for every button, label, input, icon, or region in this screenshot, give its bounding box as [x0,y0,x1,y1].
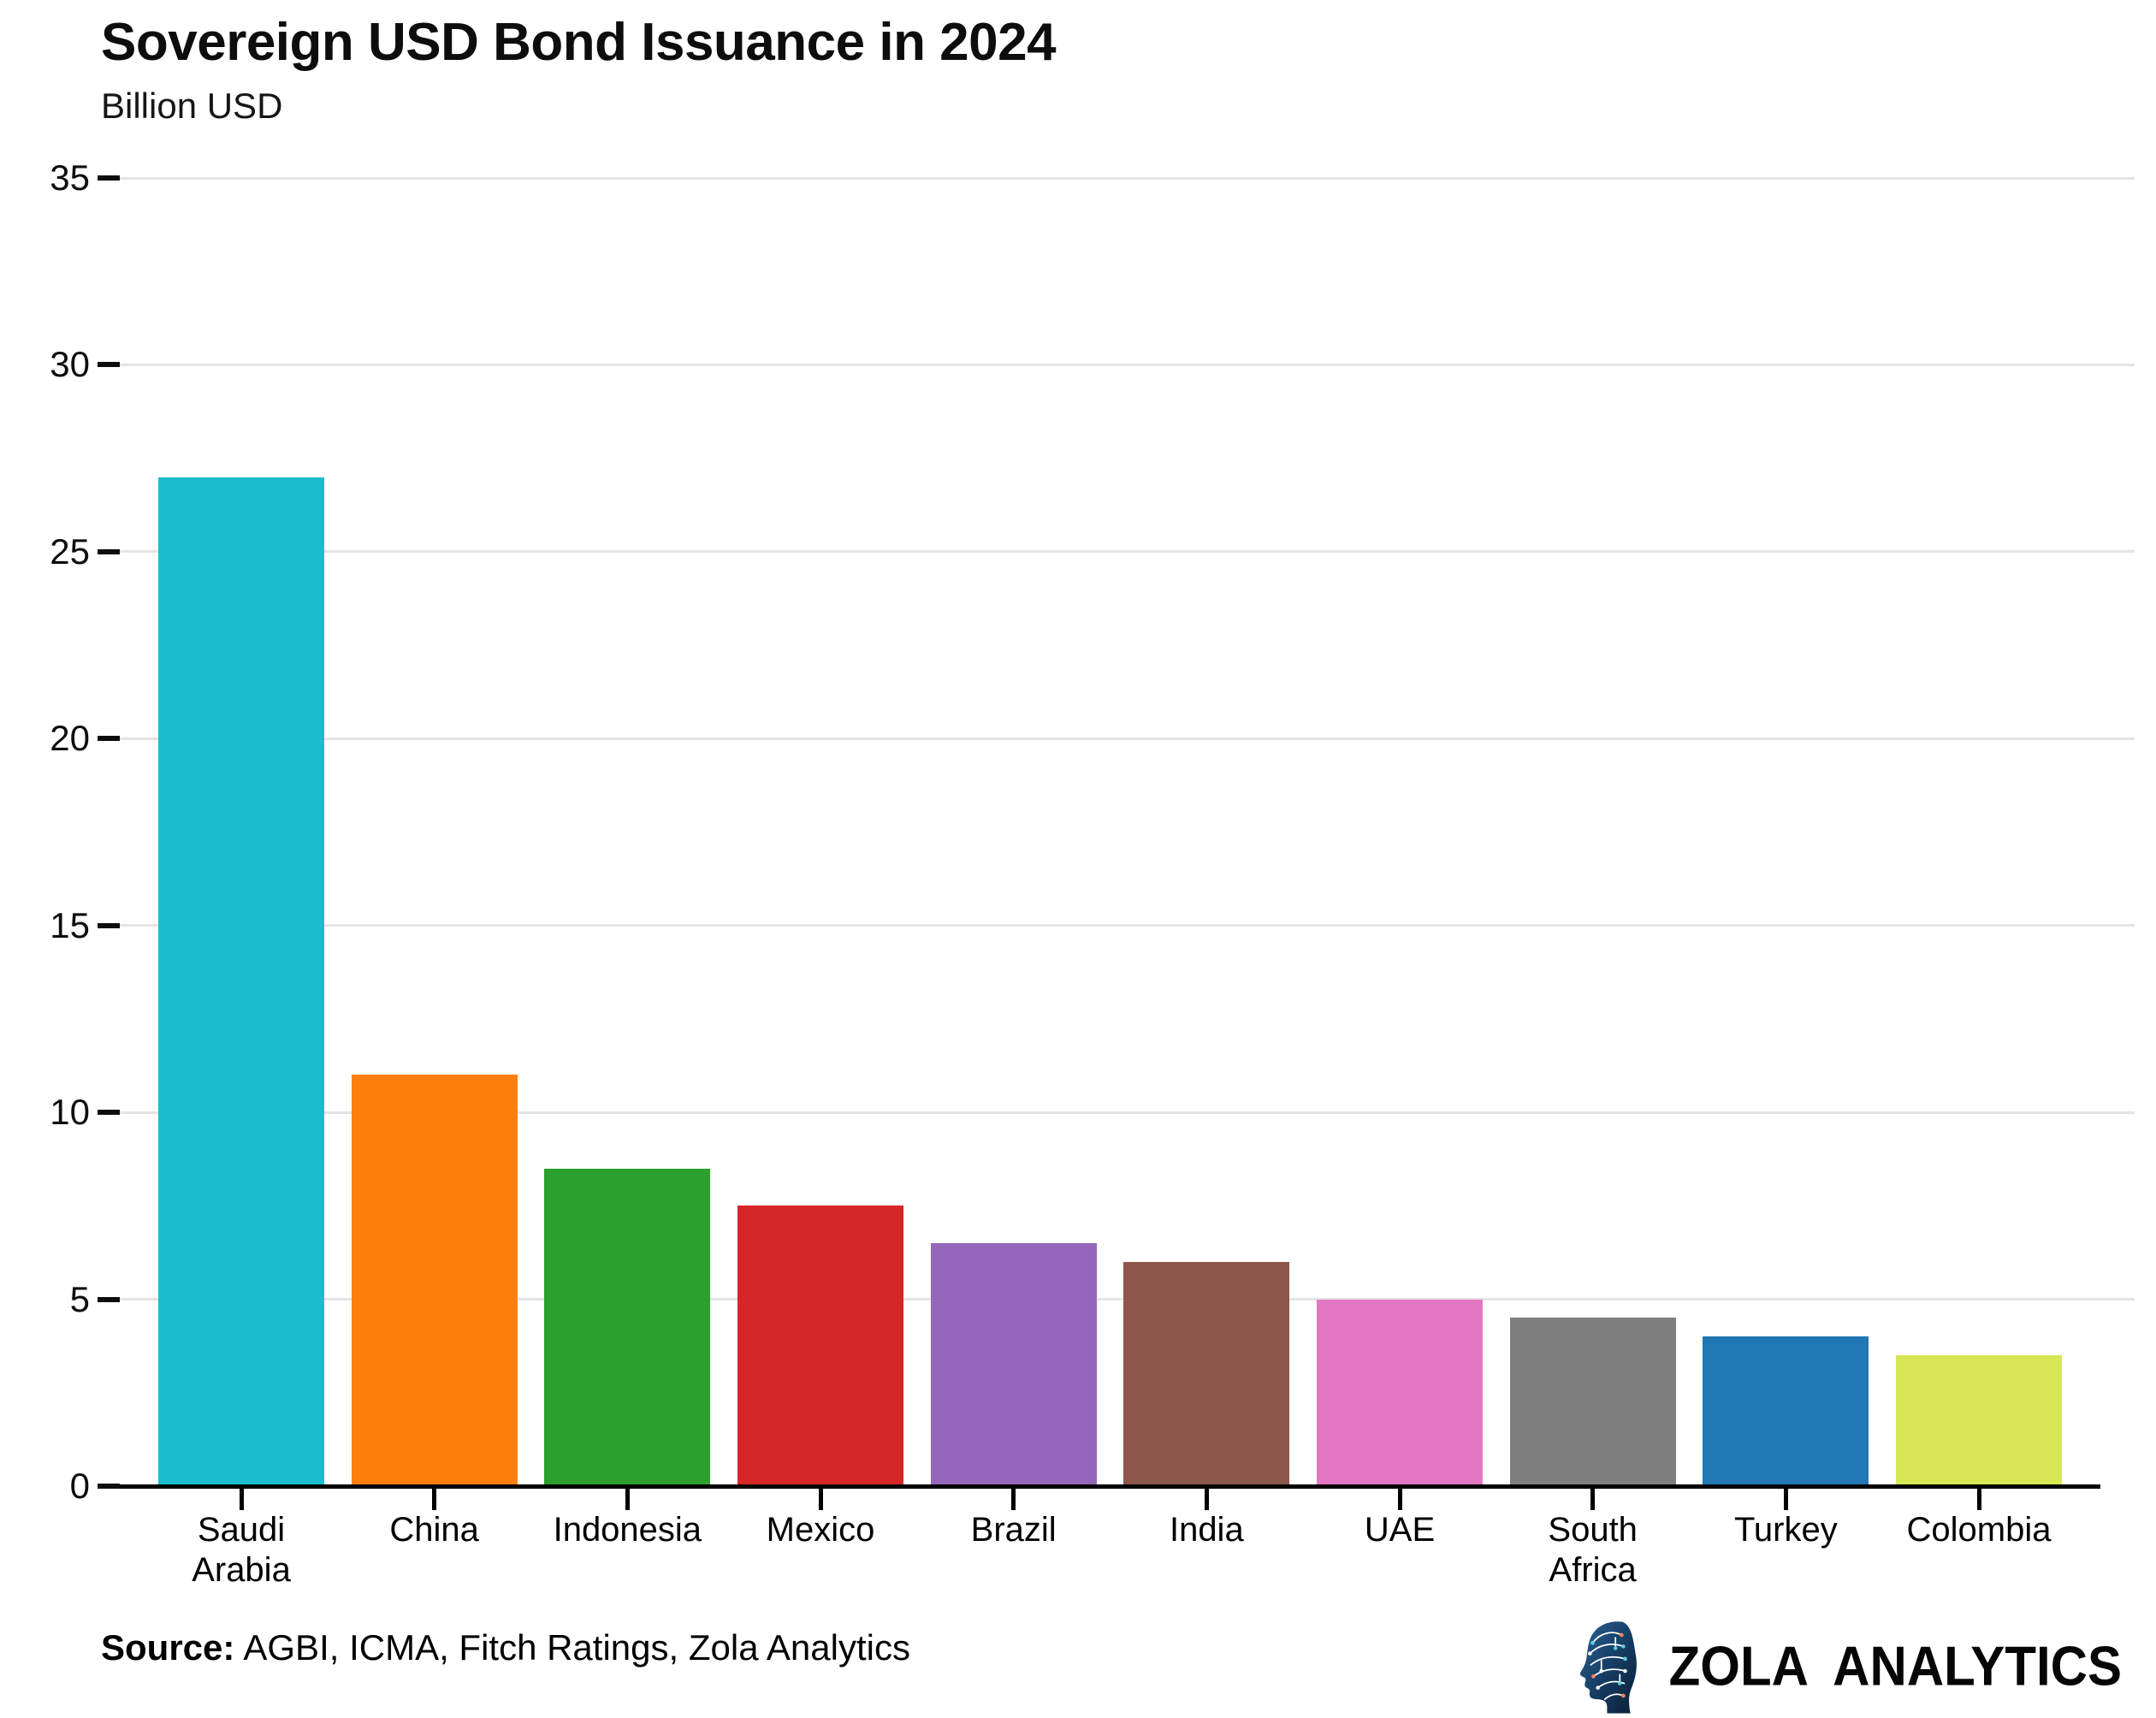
x-tick-mark [1783,1488,1788,1510]
x-tick-mark [1397,1488,1402,1510]
gridline [120,550,2135,554]
x-tick-label: China [389,1511,479,1549]
brand-name: ZOLA ANALYTICS [1668,1634,2122,1697]
x-tick-mark [1011,1488,1016,1510]
x-tick-mark [625,1488,630,1510]
chart-subtitle: Billion USD [101,86,283,126]
x-tick-label: South Africa [1548,1511,1638,1589]
y-tick-label: 0 [69,1466,90,1506]
y-tick-label: 5 [69,1278,90,1319]
x-tick-mark [1204,1488,1209,1510]
y-tick-dash [98,175,120,181]
x-tick-label: Mexico [766,1511,875,1549]
x-tick-mark [1976,1488,1981,1510]
x-tick-mark [432,1488,437,1510]
x-tick-mark [818,1488,823,1510]
gridline [120,924,2135,927]
bar-turkey [1703,1336,1869,1486]
source-note: Source: AGBI, ICMA, Fitch Ratings, Zola A… [101,1627,910,1668]
y-tick-label: 30 [50,344,90,385]
y-tick-dash [98,548,120,554]
x-tick-label: Turkey [1733,1511,1838,1549]
y-tick-dash [98,736,120,742]
x-tick-mark [239,1488,244,1510]
y-tick-dash [98,1110,120,1116]
y-tick-label: 15 [50,904,90,945]
brain-circuit-head-icon [1579,1621,1637,1714]
plot-area: Saudi Arabia China Indonesia Mexico Brazil Ind… [120,176,2135,1589]
x-tick-label: Saudi Arabia [192,1511,291,1589]
bar-india [1123,1261,1290,1486]
bar-brazil [930,1243,1097,1486]
source-label: Source: [101,1627,235,1668]
gridline [120,176,2135,180]
bar-south-africa [1509,1318,1676,1486]
brand-logo: ZOLA ANALYTICS [1578,1615,2122,1716]
y-axis: 0 5 10 15 20 25 30 35 [0,160,120,1504]
y-tick-dash [98,1296,120,1302]
y-tick-label: 20 [50,718,90,759]
x-tick-label: Brazil [970,1511,1057,1549]
x-tick-label: UAE [1364,1511,1436,1549]
x-tick-label: India [1169,1511,1244,1549]
bar-indonesia [544,1168,711,1486]
y-tick-label: 25 [50,530,90,572]
x-tick-label: Colombia [1906,1511,2052,1549]
y-tick-dash [98,362,120,368]
x-tick-label: Indonesia [553,1511,702,1549]
bar-saudi-arabia [158,477,324,1486]
y-tick-label: 10 [50,1092,90,1133]
bar-colombia [1896,1355,2062,1486]
gridline [120,363,2135,366]
x-axis-line [120,1484,2100,1489]
chart-title: Sovereign USD Bond Issuance in 2024 [101,13,1057,72]
y-tick-label: 35 [50,157,90,198]
bar-uae [1317,1299,1483,1486]
bar-china [351,1075,518,1486]
source-text: AGBI, ICMA, Fitch Ratings, Zola Analytic… [243,1627,910,1668]
y-tick-dash [98,1484,120,1489]
gridline [120,1111,2135,1114]
y-tick-dash [98,922,120,928]
x-tick-mark [1590,1488,1596,1510]
bar-mexico [737,1206,903,1486]
gridline [120,737,2135,740]
